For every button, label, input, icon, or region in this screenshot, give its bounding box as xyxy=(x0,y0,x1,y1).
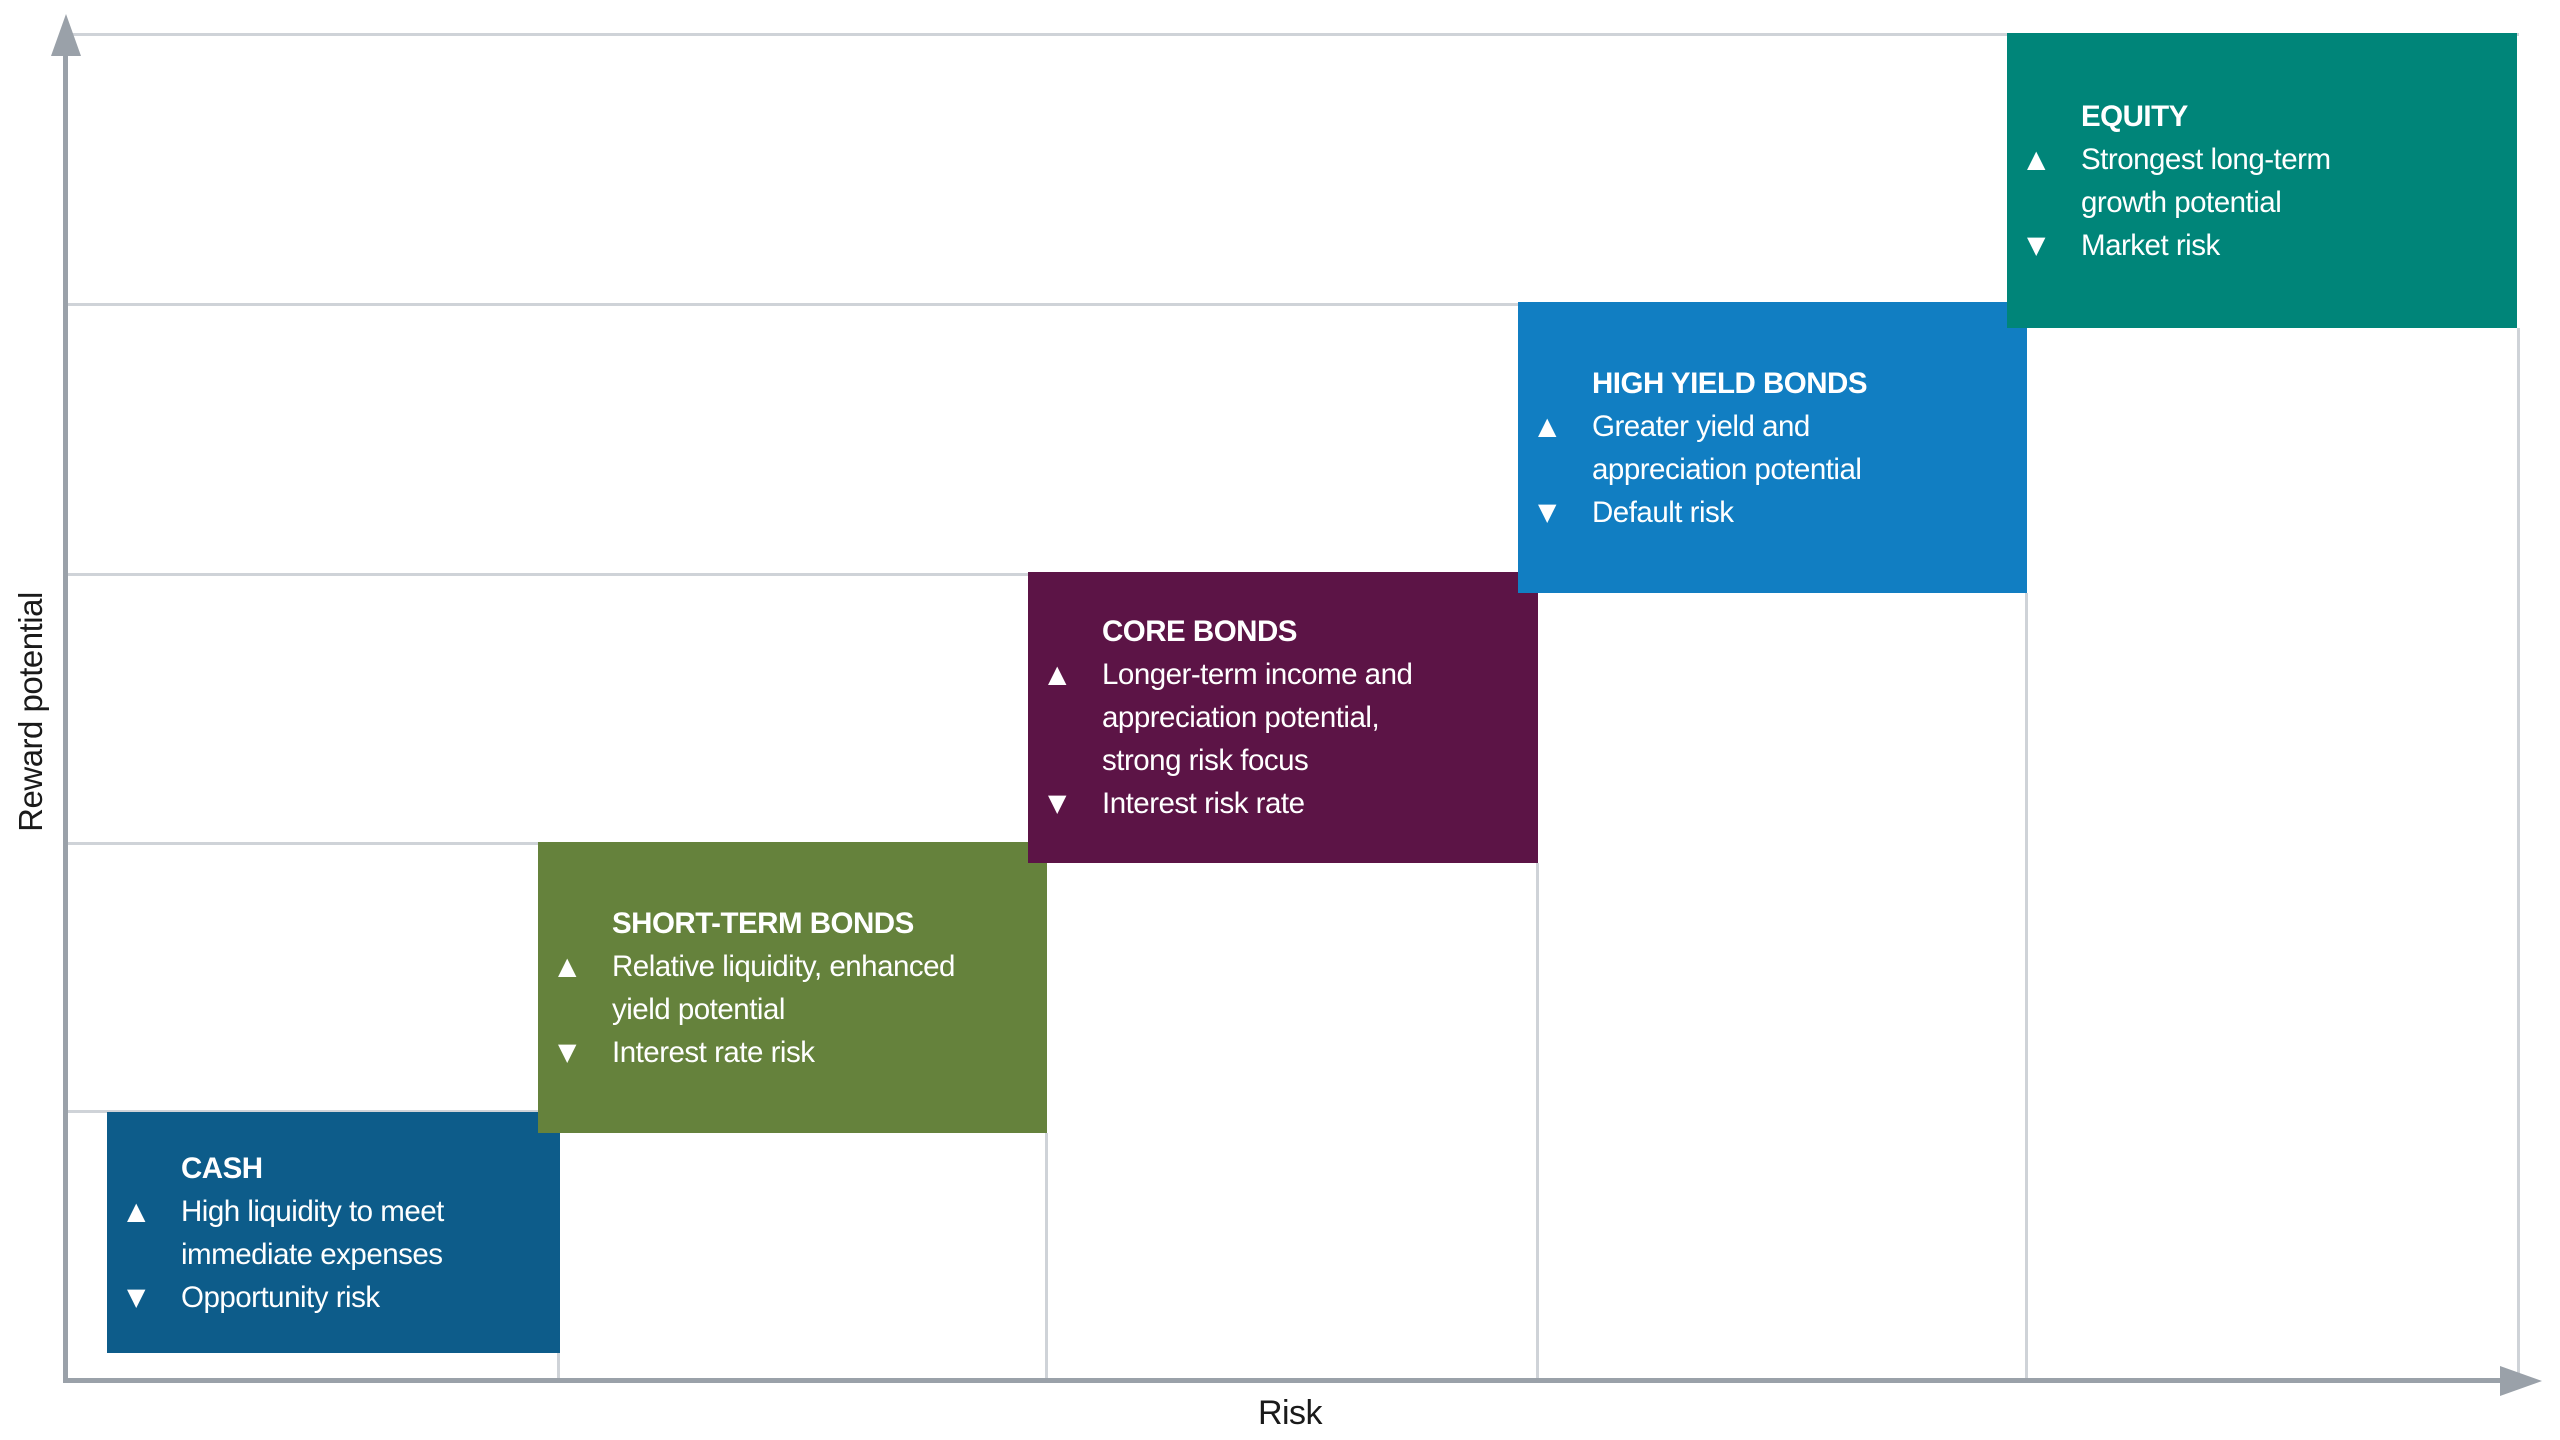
pro-line: Longer-term income and xyxy=(1102,658,1413,691)
h-gridline xyxy=(68,1110,560,1113)
v-gridline xyxy=(557,1353,560,1378)
pro-line: growth potential xyxy=(2081,185,2282,219)
pro-text: Strongest long-term growth potential xyxy=(2081,138,2507,224)
asset-title: EQUITY xyxy=(2081,99,2188,133)
up-triangle-icon: ▲ xyxy=(1538,411,1556,440)
pro-line: Greater yield and xyxy=(1592,409,1810,443)
asset-title: CORE BONDS xyxy=(1102,615,1297,648)
asset-box-short-term-bonds: SHORT-TERM BONDS ▲ Relative liquidity, e… xyxy=(538,842,1047,1133)
con-text: Default risk xyxy=(1592,491,2017,534)
asset-title: CASH xyxy=(181,1151,263,1185)
x-axis-arrow-icon xyxy=(2500,1366,2542,1396)
pro-line: Relative liquidity, enhanced xyxy=(612,949,955,983)
v-gridline xyxy=(1045,1133,1048,1378)
asset-box-high-yield-bonds: HIGH YIELD BONDS ▲ Greater yield and app… xyxy=(1518,302,2027,593)
pro-text: Relative liquidity, enhanced yield poten… xyxy=(612,945,1037,1031)
up-triangle-icon: ▲ xyxy=(2027,144,2045,173)
asset-box-cash: CASH ▲ High liquidity to meet immediate … xyxy=(107,1112,560,1353)
down-triangle-icon: ▼ xyxy=(2027,230,2045,259)
down-triangle-icon: ▼ xyxy=(1538,497,1556,526)
con-text: Interest rate risk xyxy=(612,1031,1037,1074)
pro-row: ▲ High liquidity to meet immediate expen… xyxy=(127,1190,550,1276)
pro-line: High liquidity to meet xyxy=(181,1194,444,1228)
pro-line: appreciation potential, xyxy=(1102,701,1380,734)
pro-row: ▲ Relative liquidity, enhanced yield pot… xyxy=(558,945,1037,1031)
con-line: Interest risk rate xyxy=(1102,787,1305,820)
pro-text: Longer-term income and appreciation pote… xyxy=(1102,653,1528,782)
y-axis xyxy=(63,30,68,1380)
pro-row: ▲ Strongest long-term growth potential xyxy=(2027,138,2507,224)
con-line: Default risk xyxy=(1592,495,1734,529)
con-row: ▼ Interest rate risk xyxy=(558,1031,1037,1074)
pro-line: strong risk focus xyxy=(1102,744,1309,777)
y-axis-label: Reward potential xyxy=(12,592,49,832)
pro-line: appreciation potential xyxy=(1592,452,1862,486)
up-triangle-icon: ▲ xyxy=(127,1196,145,1225)
h-gridline xyxy=(68,573,1538,576)
pro-line: Strongest long-term xyxy=(2081,142,2331,176)
con-row: ▼ Opportunity risk xyxy=(127,1276,550,1319)
v-gridline xyxy=(1536,863,1539,1378)
con-line: Market risk xyxy=(2081,228,2220,262)
x-axis-label: Risk xyxy=(1257,1394,1323,1432)
pro-row: ▲ Longer-term income and appreciation po… xyxy=(1048,653,1528,782)
up-triangle-icon: ▲ xyxy=(558,951,576,980)
h-gridline xyxy=(68,303,2027,306)
pro-row: ▲ Greater yield and appreciation potenti… xyxy=(1538,405,2017,491)
con-line: Interest rate risk xyxy=(612,1035,815,1069)
v-gridline xyxy=(2517,328,2520,1378)
pro-text: High liquidity to meet immediate expense… xyxy=(181,1190,550,1276)
con-row: ▼ Default risk xyxy=(1538,491,2017,534)
pro-text: Greater yield and appreciation potential xyxy=(1592,405,2017,491)
asset-title: SHORT-TERM BONDS xyxy=(612,906,914,940)
up-triangle-icon: ▲ xyxy=(1048,660,1066,688)
h-gridline xyxy=(68,33,2519,36)
v-gridline xyxy=(2025,593,2028,1378)
con-row: ▼ Market risk xyxy=(2027,224,2507,267)
asset-title: HIGH YIELD BONDS xyxy=(1592,366,1868,400)
down-triangle-icon: ▼ xyxy=(1048,789,1066,817)
pro-line: yield potential xyxy=(612,992,785,1026)
down-triangle-icon: ▼ xyxy=(558,1037,576,1066)
con-line: Opportunity risk xyxy=(181,1280,380,1314)
con-text: Opportunity risk xyxy=(181,1276,550,1319)
down-triangle-icon: ▼ xyxy=(127,1282,145,1311)
pro-line: immediate expenses xyxy=(181,1237,443,1271)
asset-box-equity: EQUITY ▲ Strongest long-term growth pote… xyxy=(2007,33,2517,328)
con-text: Market risk xyxy=(2081,224,2507,267)
x-axis xyxy=(63,1378,2513,1383)
asset-box-core-bonds: CORE BONDS ▲ Longer-term income and appr… xyxy=(1028,572,1538,863)
con-row: ▼ Interest risk rate xyxy=(1048,782,1528,825)
y-axis-arrow-icon xyxy=(51,14,81,56)
con-text: Interest risk rate xyxy=(1102,782,1528,825)
